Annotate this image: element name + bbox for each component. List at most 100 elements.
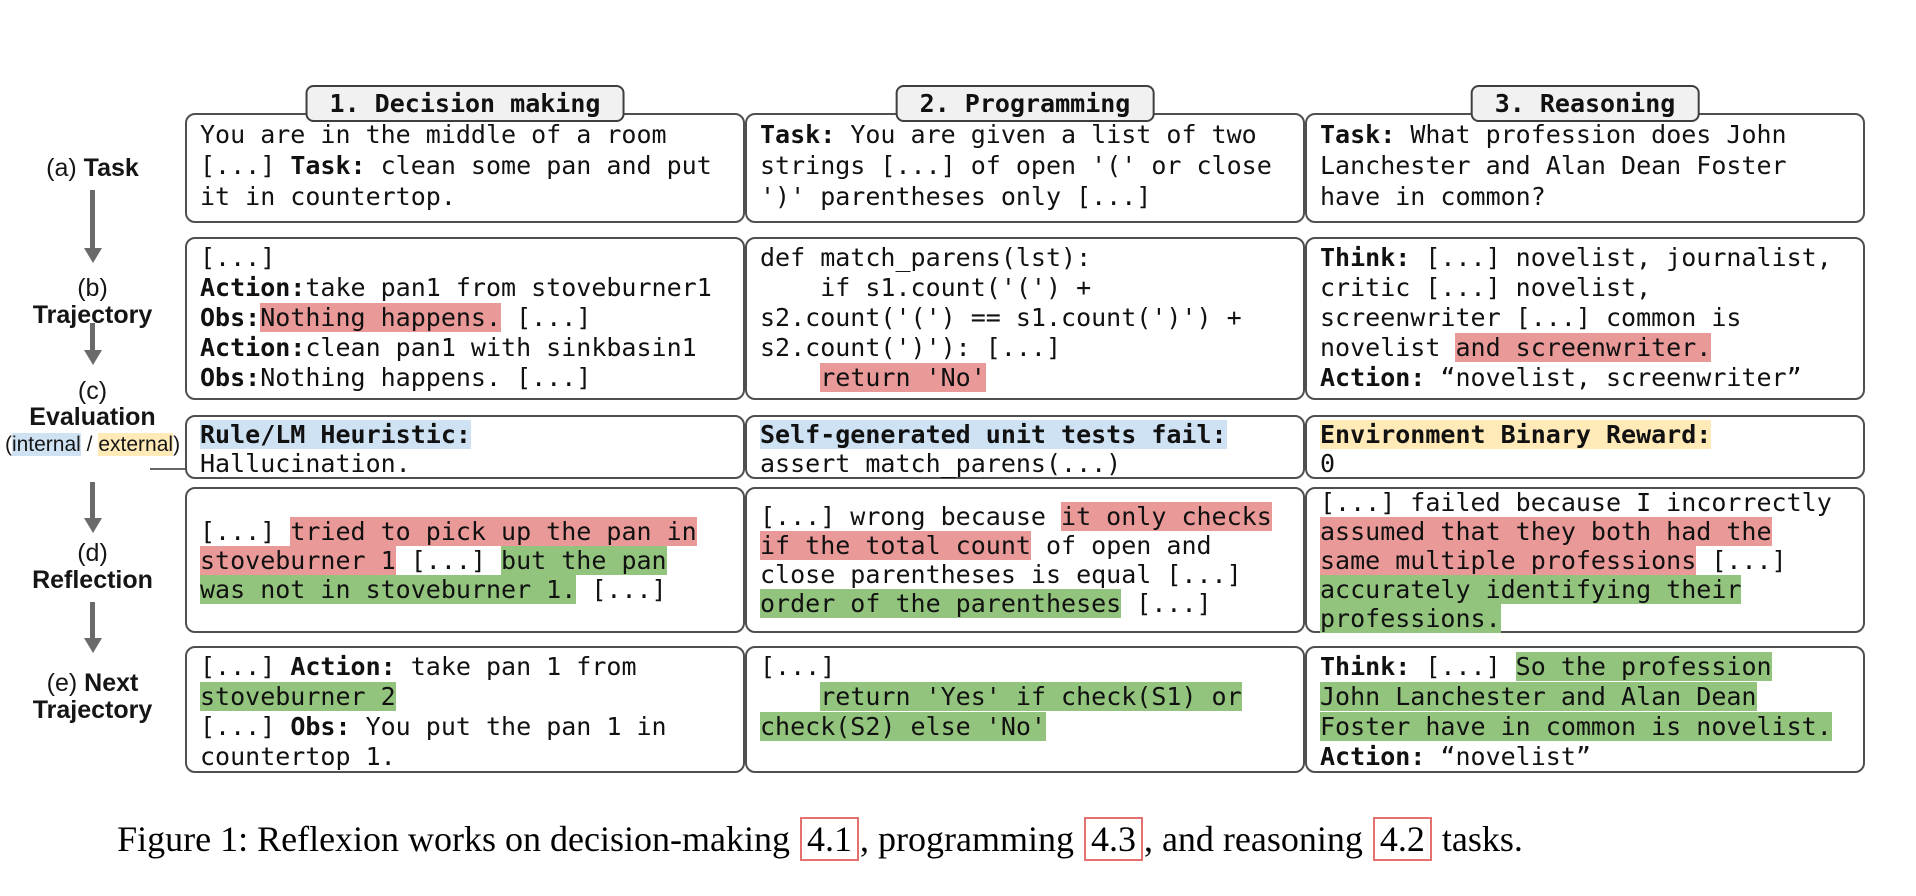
trajectory-box-reasoning: Think: [...] novelist, journalist, critic… [1305,237,1865,400]
text-segment: s2.count(')'): [...] [760,333,1062,362]
text-segment: Action: [1320,363,1426,392]
text-segment: , programming [859,819,1083,859]
text-segment: Action: [290,652,396,681]
text-line: s2.count(')'): [...] [760,333,1295,363]
text-segment: [...] [576,574,667,604]
text-line: (d) [0,540,185,567]
text-line: Task: What profession does John [1320,119,1855,150]
text-segment: strings [...] of open '(' or close [760,151,1272,180]
text-segment: Next [84,669,139,697]
text-segment: order of the parentheses [760,589,1122,618]
text-segment: John Lanchester and Alan Dean [1320,682,1757,711]
text-line: Reflection [0,567,185,594]
text-segment: Evaluation [29,403,156,431]
text-line: Think: [...] novelist, journalist, [1320,243,1855,273]
text-segment: check(S2) else 'No' [760,712,1046,741]
text-segment: close parentheses is equal [...] [760,560,1242,589]
text-segment: [...] [200,712,291,741]
text-segment: countertop 1. [200,742,396,771]
text-segment: [...] [200,652,291,681]
text-segment: Task [83,154,139,182]
text-segment: it in countertop. [200,182,456,211]
section-ref-link[interactable]: 4.3 [1083,817,1143,861]
text-line: stoveburner 1 [...] but the pan [200,545,735,575]
text-line: assumed that they both had the [1320,516,1855,546]
text-segment: 0 [1320,449,1336,478]
row-label-next-trajectory: (e) Next Trajectory [0,670,185,724]
text-segment: Action: [200,273,306,302]
text-line: if the total count of open and [760,531,1295,560]
text-line: same multiple professions [...] [1320,545,1855,575]
text-segment: assumed that they both had the [1320,516,1772,546]
text-segment: Rule/LM Heuristic: [200,420,471,449]
text-line: was not in stoveburner 1. [...] [200,574,735,604]
text-segment: , and reasoning [1143,819,1372,859]
text-segment: def match_parens(lst): [760,243,1092,272]
text-segment: Obs: [200,303,261,332]
text-segment: / [80,433,99,456]
text-line: check(S2) else 'No' [760,712,1295,742]
row-label-task: (a) Task [0,155,185,182]
reflection-box-reasoning: [...] failed because I incorrectly assume… [1305,487,1865,633]
text-segment: ) [173,433,181,456]
reflection-box-decision-making: [...] tried to pick up the pan in stovebu… [185,487,745,633]
text-segment: Reflection [32,566,153,594]
text-segment: [...] [395,545,502,575]
column-header-reasoning: 3. Reasoning [1470,85,1700,122]
reflection-box-programming: [...] wrong because it only checks if the… [745,487,1305,633]
text-segment: Trajectory [32,696,153,724]
row-labels: (a) Task (b) Trajectory (c) Evaluation (int… [0,85,186,785]
flow-arrow-down-icon [84,323,102,365]
text-line: (b) [0,275,185,302]
column-header-programming: 2. Programming [895,85,1155,122]
text-line: Self-generated unit tests fail: [760,420,1295,449]
text-segment: critic [...] novelist, [1320,273,1652,302]
text-line: return 'Yes' if check(S1) or [760,682,1295,712]
text-segment: s2.count('(') == s1.count(')') + [760,303,1242,332]
text-line: Evaluation [0,404,185,430]
text-segment: of open and [1030,531,1212,560]
text-segment: What profession does John [1395,120,1787,149]
text-segment: [...] [1410,652,1516,681]
text-segment: assert match_parens(...) [760,449,1122,478]
text-line: (a) Task [0,155,185,182]
text-line: return 'No' [760,363,1295,393]
text-segment: Environment Binary Reward: [1320,420,1712,449]
text-segment: (b) [77,274,108,302]
text-segment: [...] [1696,545,1787,575]
text-segment: but the pan [501,545,667,575]
text-segment: return 'Yes' if check(S1) or [820,682,1242,711]
text-line: professions. [1320,603,1855,633]
text-segment: [...] [200,151,291,180]
text-line: (c) [0,378,185,404]
text-segment: if s1.count('(') + [760,273,1092,302]
text-segment: have in common? [1320,182,1546,211]
section-ref-link[interactable]: 4.2 [1372,817,1432,861]
row-label-trajectory: (b) Trajectory [0,275,185,329]
text-segment: You are in the middle of a room [200,120,667,149]
text-segment: ( [4,433,12,456]
text-line: screenwriter [...] common is [1320,303,1855,333]
text-segment [760,682,820,711]
text-segment: (d) [77,539,108,567]
text-segment: screenwriter [...] common is [1320,303,1742,332]
text-line: [...] tried to pick up the pan in [200,516,735,546]
text-segment: clean some pan and put [365,151,712,180]
text-line: Obs:Nothing happens. [...] [200,303,735,333]
text-segment: accurately identifying their [1320,574,1742,604]
text-line: Foster have in common is novelist. [1320,712,1855,742]
text-segment: Action: [200,333,306,362]
text-segment: (e) [46,669,85,697]
text-segment: take pan 1 from [395,652,637,681]
text-line: (e) Next [0,670,185,697]
text-line: Task: You are given a list of two [760,119,1295,150]
section-ref-link[interactable]: 4.1 [799,817,859,861]
text-segment: Nothing happens. [260,303,502,332]
text-segment: [...] [1121,589,1212,618]
text-segment: professions. [1320,603,1501,633]
text-segment: You are given a list of two [835,120,1257,149]
text-segment: and screenwriter. [1455,333,1712,362]
text-segment: “novelist” [1425,742,1591,771]
text-line: strings [...] of open '(' or close [760,150,1295,181]
